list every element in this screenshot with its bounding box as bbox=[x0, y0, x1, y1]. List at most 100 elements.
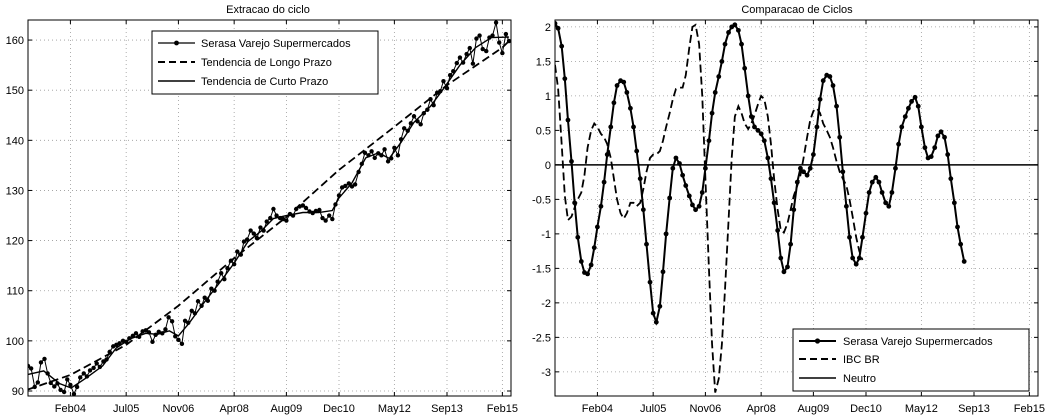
right-point-serasa-varejo-supermercados bbox=[578, 259, 584, 264]
right-point-serasa-varejo-supermercados bbox=[562, 76, 568, 82]
left-xtick-label: Feb04 bbox=[55, 403, 86, 415]
right-legend-label-serasa: Serasa Varejo Supermercados bbox=[843, 336, 993, 348]
left-point-serasa-varejo-supermercados bbox=[264, 219, 269, 224]
right-ytick-label: 2 bbox=[545, 22, 551, 34]
right-xtick-label: Apr08 bbox=[746, 403, 775, 415]
left-xtick-label: Nov06 bbox=[162, 403, 194, 415]
right-point-serasa-varejo-supermercados bbox=[647, 279, 653, 285]
left-chart-title: Extracao do ciclo bbox=[226, 4, 310, 16]
right-point-serasa-varejo-supermercados bbox=[608, 124, 614, 130]
right-point-serasa-varejo-supermercados bbox=[660, 269, 666, 275]
left-point-serasa-varejo-supermercados bbox=[300, 203, 306, 208]
right-point-serasa-varejo-supermercados bbox=[739, 41, 744, 47]
left-point-serasa-varejo-supermercados bbox=[484, 48, 489, 54]
right-point-serasa-varejo-supermercados bbox=[598, 203, 604, 209]
right-ytick-label: 1.5 bbox=[536, 56, 551, 68]
right-point-serasa-varejo-supermercados bbox=[935, 133, 941, 139]
right-point-serasa-varejo-supermercados bbox=[785, 264, 790, 270]
left-point-serasa-varejo-supermercados bbox=[503, 31, 509, 37]
left-point-serasa-varejo-supermercados bbox=[68, 382, 73, 388]
right-point-serasa-varejo-supermercados bbox=[948, 176, 954, 182]
left-xtick-label: Dec10 bbox=[323, 403, 355, 415]
right-point-serasa-varejo-supermercados bbox=[928, 154, 934, 160]
right-point-serasa-varejo-supermercados bbox=[902, 114, 908, 119]
left-xtick-label: Feb15 bbox=[487, 403, 518, 415]
left-point-serasa-varejo-supermercados bbox=[169, 319, 175, 324]
left-point-serasa-varejo-supermercados bbox=[235, 249, 240, 254]
right-point-serasa-varejo-supermercados bbox=[893, 165, 898, 171]
right-point-serasa-varejo-supermercados bbox=[886, 203, 892, 209]
left-point-serasa-varejo-supermercados bbox=[411, 114, 417, 119]
right-chart: Comparacao de Ciclos -3 -2.5 -2 -1.5 -1 -0.5 0… bbox=[532, 4, 1045, 415]
right-point-serasa-varejo-supermercados bbox=[585, 271, 590, 277]
right-point-serasa-varejo-supermercados bbox=[637, 176, 643, 182]
left-ytick-label: 130 bbox=[6, 185, 24, 197]
left-chart: Extracao do ciclo 90 100 110 120 130 140 150 16… bbox=[6, 4, 518, 415]
right-point-serasa-varejo-supermercados bbox=[565, 117, 571, 123]
right-point-serasa-varejo-supermercados bbox=[778, 255, 784, 261]
right-ytick-label: -1 bbox=[541, 229, 551, 241]
right-point-serasa-varejo-supermercados bbox=[847, 234, 852, 240]
left-point-serasa-varejo-supermercados bbox=[182, 318, 188, 323]
right-point-serasa-varejo-supermercados bbox=[735, 27, 741, 33]
right-point-serasa-varejo-supermercados bbox=[942, 134, 947, 140]
left-point-serasa-varejo-supermercados bbox=[133, 331, 139, 336]
right-point-serasa-varejo-supermercados bbox=[624, 90, 630, 95]
right-point-serasa-varejo-supermercados bbox=[657, 303, 663, 309]
left-point-serasa-varejo-supermercados bbox=[176, 337, 181, 343]
left-point-serasa-varejo-supermercados bbox=[326, 213, 332, 218]
right-point-serasa-varejo-supermercados bbox=[958, 241, 964, 247]
right-point-serasa-varejo-supermercados bbox=[869, 179, 875, 185]
right-point-serasa-varejo-supermercados bbox=[837, 134, 843, 140]
right-point-serasa-varejo-supermercados bbox=[922, 145, 928, 151]
right-point-serasa-varejo-supermercados bbox=[628, 105, 633, 111]
right-ytick-label: -2.5 bbox=[532, 332, 551, 344]
right-point-serasa-varejo-supermercados bbox=[906, 105, 911, 111]
right-legend: Serasa Varejo Supermercados IBC BR Neutr… bbox=[792, 328, 1030, 392]
right-point-serasa-varejo-supermercados bbox=[591, 245, 597, 251]
right-ytick-label: 0.5 bbox=[536, 125, 551, 137]
right-point-serasa-varejo-supermercados bbox=[693, 207, 698, 213]
left-xtick-label: May12 bbox=[378, 403, 411, 415]
right-point-serasa-varejo-supermercados bbox=[775, 228, 781, 233]
left-point-serasa-varejo-supermercados bbox=[464, 51, 469, 57]
right-point-serasa-varejo-supermercados bbox=[955, 224, 960, 230]
right-xtick-label: Nov06 bbox=[689, 403, 721, 415]
right-series-ibc-br bbox=[555, 23, 864, 393]
left-point-serasa-varejo-supermercados bbox=[225, 265, 230, 271]
left-point-serasa-varejo-supermercados bbox=[65, 377, 70, 382]
left-point-serasa-varejo-supermercados bbox=[28, 366, 34, 371]
left-point-serasa-varejo-supermercados bbox=[202, 295, 207, 300]
right-point-serasa-varejo-supermercados bbox=[644, 241, 649, 247]
right-legend-label-ibc: IBC BR bbox=[843, 354, 880, 366]
left-series-serasa-varejo-supermercados bbox=[28, 22, 510, 396]
left-point-serasa-varejo-supermercados bbox=[330, 216, 335, 222]
right-point-serasa-varejo-supermercados bbox=[896, 141, 901, 147]
left-point-serasa-varejo-supermercados bbox=[71, 391, 77, 396]
right-point-serasa-varejo-supermercados bbox=[788, 241, 794, 247]
right-point-serasa-varejo-supermercados bbox=[765, 155, 771, 161]
right-point-serasa-varejo-supermercados bbox=[860, 234, 865, 240]
left-point-serasa-varejo-supermercados bbox=[500, 50, 505, 56]
left-ytick-label: 100 bbox=[6, 336, 24, 348]
left-point-serasa-varejo-supermercados bbox=[349, 184, 355, 189]
right-point-serasa-varejo-supermercados bbox=[716, 74, 722, 79]
left-point-serasa-varejo-supermercados bbox=[454, 60, 460, 66]
left-point-serasa-varejo-supermercados bbox=[323, 218, 328, 223]
left-point-serasa-varejo-supermercados bbox=[362, 150, 368, 156]
right-point-serasa-varejo-supermercados bbox=[611, 100, 617, 106]
left-point-serasa-varejo-supermercados bbox=[274, 213, 279, 218]
left-point-serasa-varejo-supermercados bbox=[477, 33, 482, 38]
left-point-serasa-varejo-supermercados bbox=[163, 327, 168, 332]
right-ytick-label: -1.5 bbox=[532, 263, 551, 275]
left-point-serasa-varejo-supermercados bbox=[241, 239, 247, 244]
right-point-serasa-varejo-supermercados bbox=[604, 152, 610, 157]
right-point-serasa-varejo-supermercados bbox=[873, 174, 879, 180]
right-point-serasa-varejo-supermercados bbox=[804, 172, 810, 178]
right-point-serasa-varejo-supermercados bbox=[918, 124, 924, 130]
left-point-serasa-varejo-supermercados bbox=[372, 155, 377, 161]
right-point-serasa-varejo-supermercados bbox=[938, 129, 944, 135]
left-series-tendencia-de-curto-prazo bbox=[28, 36, 510, 389]
left-point-serasa-varejo-supermercados bbox=[369, 149, 374, 154]
right-point-serasa-varejo-supermercados bbox=[945, 152, 951, 157]
